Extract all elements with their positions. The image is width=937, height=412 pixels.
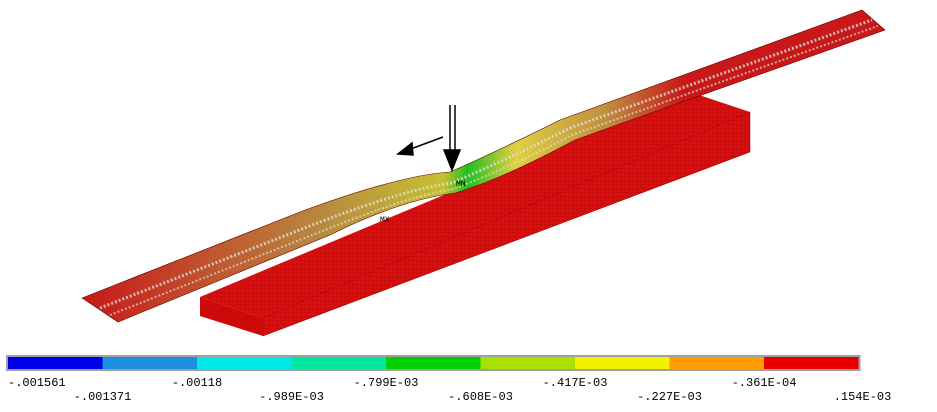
min-marker: MN (456, 180, 466, 189)
max-marker: MX (380, 216, 390, 225)
legend-label: -.608E-03 (448, 390, 513, 404)
legend-band (669, 357, 764, 369)
legend-label: .154E-03 (834, 390, 892, 404)
legend-band (197, 357, 292, 369)
legend-label: -.361E-04 (732, 376, 797, 390)
model: MN MX (81, 9, 886, 337)
legend-band (102, 357, 197, 369)
direction-arrow (395, 136, 444, 156)
legend-label: -.001561 (8, 376, 66, 390)
strip-mesh (109, 25, 879, 316)
legend-band (386, 357, 481, 369)
block-left (200, 297, 263, 336)
legend-band (764, 357, 859, 369)
color-legend: -.001561 -.001371 -.00118 -.989E-03 -.799E-0… (6, 355, 891, 404)
legend-label: -.417E-03 (543, 376, 608, 390)
block-top (200, 92, 750, 318)
legend-band (575, 357, 670, 369)
legend-label: -.799E-03 (354, 376, 419, 390)
legend-label: -.989E-03 (259, 390, 324, 404)
strip-mesh (99, 18, 873, 310)
legend-band (291, 357, 386, 369)
legend-label: -.227E-03 (637, 390, 702, 404)
load-arrow (442, 105, 462, 173)
strip (81, 9, 886, 323)
legend-band (480, 357, 575, 369)
legend-label: -.00118 (172, 376, 222, 390)
legend-band (8, 357, 103, 369)
legend-label: -.001371 (74, 390, 132, 404)
